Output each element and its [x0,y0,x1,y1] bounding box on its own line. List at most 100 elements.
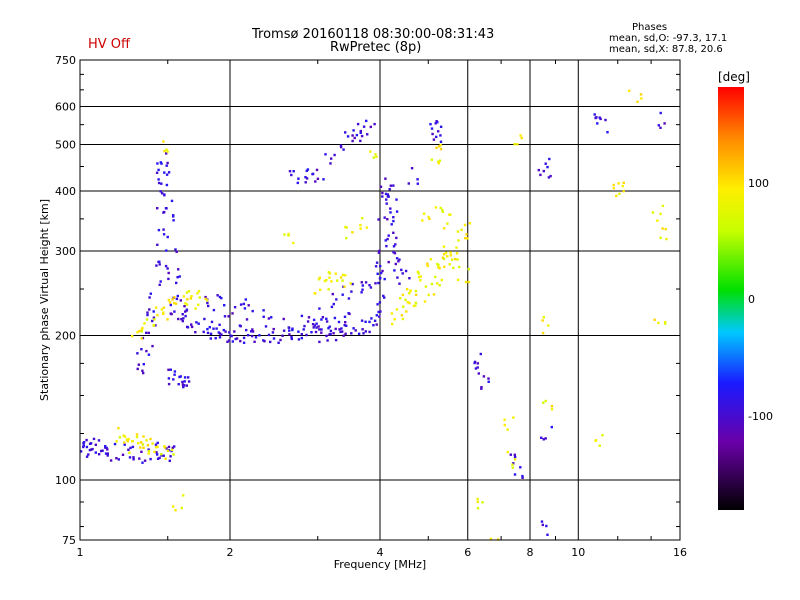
echo-point-x [151,442,154,445]
echo-point-o [87,453,90,456]
echo-point-o [384,177,387,180]
echo-point-o [239,339,242,343]
y-tick-label: 500 [55,139,76,152]
echo-point-o [330,305,334,309]
echo-point-o [398,258,401,261]
echo-point-x [185,291,189,294]
echo-point-x [149,437,152,441]
echo-point-o [377,310,380,314]
echo-point-o [310,331,313,334]
echo-point-o [351,139,354,143]
echo-point-x [441,208,444,212]
echo-point-o [185,308,189,311]
echo-point-o [315,322,318,325]
echo-point-o [177,317,180,321]
echo-point-x [437,160,440,163]
echo-point-x [661,227,664,230]
echo-point-o [404,269,408,273]
echo-point-o [599,117,602,121]
phases-stats-x: mean, sd,X: 87.8, 20.6 [609,44,723,55]
echo-point-x [443,265,446,268]
echo-point-o [183,380,186,383]
echo-point-x [136,331,139,334]
echo-point-o [341,330,344,333]
echo-point-x [544,399,547,403]
echo-point-o [389,184,392,187]
echo-point-o [379,276,382,280]
chart-subtitle: RwPretec (8p) [330,40,422,55]
echo-point-x [152,324,156,327]
echo-point-o [85,455,89,458]
echo-point-o [269,340,272,344]
echo-point-x [427,215,430,219]
echo-point-o [513,473,517,476]
echo-point-o [115,457,118,460]
echo-point-x [444,251,448,255]
echo-point-o [174,248,177,251]
echo-point-o [281,334,284,337]
echo-point-o [250,330,253,333]
echo-point-x [327,288,330,291]
echo-point-o [148,296,151,299]
echo-point-x [414,289,418,293]
echo-point-x [390,312,394,315]
echo-point-o [329,162,332,165]
echo-point-x [140,328,144,331]
echo-point-x [414,304,417,307]
colorbar-tick-minus-100: -100 [748,410,773,423]
echo-point-x [319,288,322,291]
echo-point-o [361,328,364,331]
data-points [79,89,668,541]
echo-point-o [251,330,255,333]
echo-point-o [374,265,378,268]
echo-point-o [158,260,161,263]
echo-point-x [456,258,459,261]
echo-point-o [311,323,315,326]
echo-point-x [327,271,331,274]
echo-point-x [432,293,436,296]
echo-point-o [210,320,214,324]
echo-point-x [330,280,333,283]
echo-point-x [463,223,467,227]
axis-ticks: 1 2 4 6 8 10 16 75 100 200 300 400 500 600 750 [55,54,687,559]
echo-point-o [267,333,271,337]
echo-point-o [372,324,375,327]
echo-point-x [423,300,427,303]
echo-point-x [664,322,667,325]
echo-point-x [404,298,407,302]
echo-point-o [179,375,182,378]
echo-point-o [342,148,345,151]
echo-point-o [190,325,194,329]
echo-point-x [513,458,517,461]
echo-point-o [106,448,109,451]
echo-point-x [550,405,554,408]
echo-point-o [154,324,157,327]
echo-point-o [596,122,599,125]
echo-point-o [288,329,291,332]
echo-point-o [338,328,341,331]
echo-point-o [392,219,395,223]
echo-point-x [439,206,442,210]
echo-point-o [334,327,337,331]
echo-point-x [446,222,449,225]
echo-point-o [312,318,316,322]
echo-point-o [302,328,305,331]
echo-point-x [127,437,130,441]
x-tick-label: 1 [77,546,84,559]
echo-point-x [359,223,362,227]
echo-point-o [109,459,113,462]
echo-point-x [476,507,480,510]
echo-point-x [408,301,411,305]
echo-point-o [352,327,355,330]
echo-point-o [172,214,175,217]
echo-point-o [476,362,479,365]
echo-point-x [189,297,192,300]
echo-point-x [139,446,142,449]
echo-point-x [339,276,343,279]
echo-point-o [439,134,442,137]
echo-point-o [322,178,325,181]
echo-point-o [165,173,169,176]
echo-point-x [516,143,519,146]
echo-point-o [318,328,321,331]
echo-point-x [434,275,437,279]
